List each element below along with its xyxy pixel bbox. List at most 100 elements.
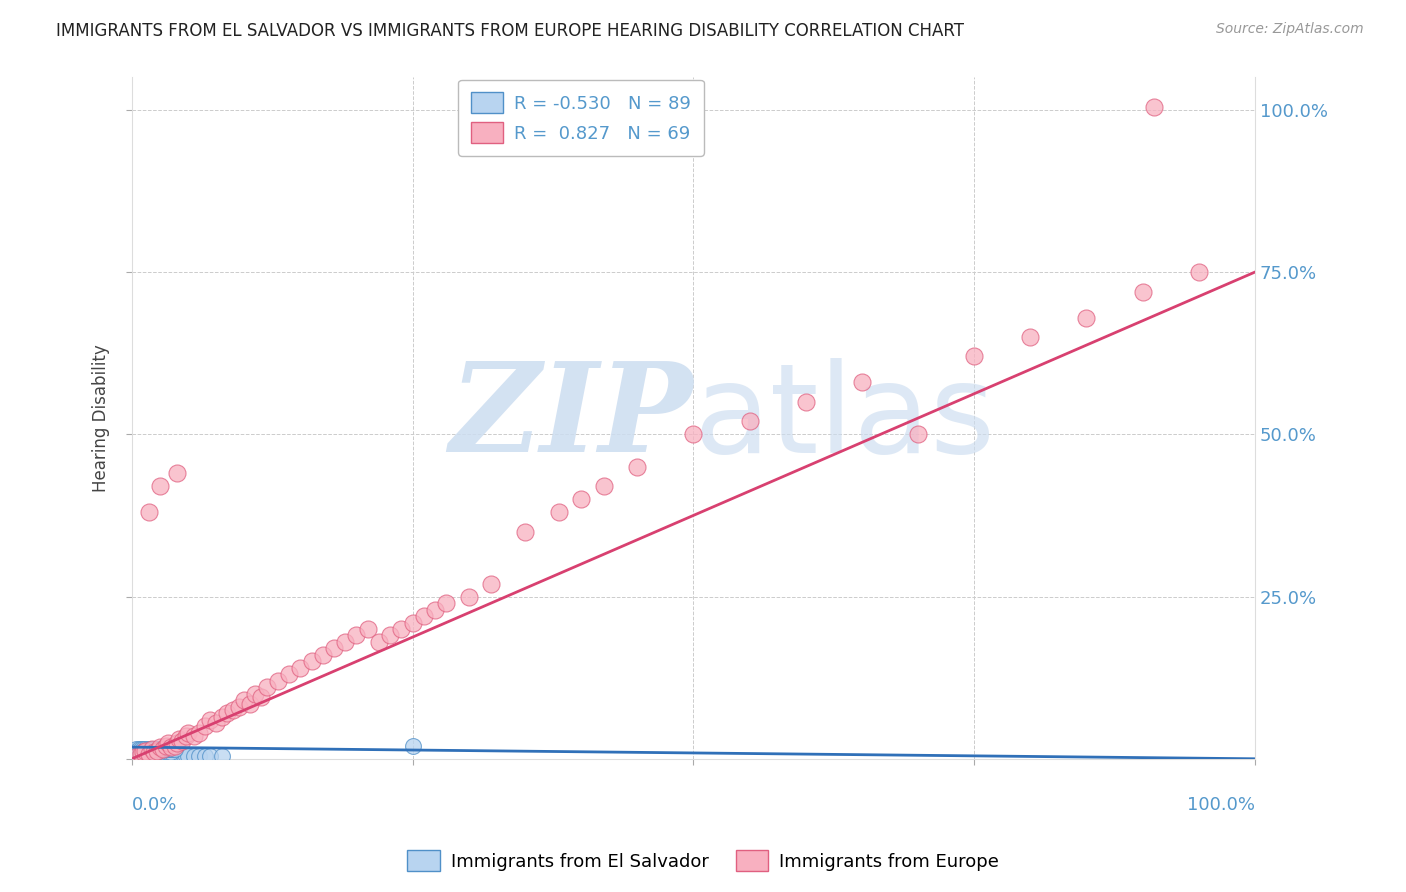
- Point: [146, 748, 169, 763]
- Point: [134, 748, 156, 763]
- Point: [412, 609, 434, 624]
- Point: [228, 699, 250, 714]
- Point: [138, 747, 160, 761]
- Point: [211, 709, 233, 723]
- Point: [167, 732, 190, 747]
- Point: [401, 739, 423, 753]
- Point: [150, 748, 173, 763]
- Point: [134, 742, 156, 756]
- Point: [142, 748, 165, 763]
- Point: [163, 739, 186, 753]
- Point: [290, 661, 312, 675]
- Point: [250, 690, 273, 705]
- Point: [513, 524, 536, 539]
- Point: [907, 427, 929, 442]
- Point: [156, 742, 179, 756]
- Point: [129, 742, 152, 756]
- Point: [155, 742, 177, 756]
- Point: [139, 748, 162, 763]
- Point: [122, 748, 145, 763]
- Point: [156, 748, 179, 763]
- Point: [963, 350, 986, 364]
- Point: [156, 745, 179, 759]
- Point: [423, 602, 446, 616]
- Point: [222, 703, 245, 717]
- Point: [143, 745, 166, 759]
- Point: [145, 744, 167, 758]
- Point: [256, 681, 278, 695]
- Point: [1019, 330, 1042, 344]
- Point: [149, 740, 172, 755]
- Point: [323, 641, 346, 656]
- Point: [457, 590, 479, 604]
- Point: [245, 687, 267, 701]
- Point: [132, 748, 155, 763]
- Point: [157, 745, 180, 759]
- Point: [122, 748, 145, 763]
- Point: [166, 467, 188, 481]
- Point: [152, 742, 174, 756]
- Point: [183, 729, 205, 743]
- Point: [155, 748, 177, 763]
- Point: [129, 747, 152, 761]
- Point: [368, 635, 391, 649]
- Point: [357, 622, 380, 636]
- Point: [132, 745, 155, 759]
- Point: [124, 745, 146, 759]
- Point: [160, 745, 183, 759]
- Point: [156, 748, 179, 763]
- Point: [162, 742, 184, 756]
- Point: [135, 745, 157, 759]
- Point: [166, 735, 188, 749]
- Point: [128, 745, 150, 759]
- Point: [134, 745, 156, 759]
- Point: [136, 748, 159, 763]
- Point: [217, 706, 239, 721]
- Point: [162, 748, 184, 763]
- Point: [146, 745, 169, 759]
- Point: [159, 742, 181, 756]
- Point: [145, 742, 167, 756]
- Point: [851, 376, 873, 390]
- Legend: R = -0.530   N = 89, R =  0.827   N = 69: R = -0.530 N = 89, R = 0.827 N = 69: [458, 79, 704, 156]
- Point: [150, 748, 173, 763]
- Point: [128, 748, 150, 763]
- Point: [143, 748, 166, 763]
- Point: [142, 745, 165, 759]
- Point: [155, 739, 177, 753]
- Point: [134, 748, 156, 763]
- Point: [166, 748, 188, 763]
- Text: atlas: atlas: [693, 358, 995, 479]
- Point: [148, 742, 170, 756]
- Point: [267, 673, 290, 688]
- Point: [160, 740, 183, 755]
- Point: [149, 479, 172, 493]
- Point: [153, 745, 176, 759]
- Point: [162, 748, 184, 763]
- Point: [378, 628, 401, 642]
- Point: [156, 735, 179, 749]
- Point: [138, 505, 160, 519]
- Point: [138, 748, 160, 763]
- Point: [152, 742, 174, 756]
- Point: [143, 742, 166, 756]
- Point: [124, 748, 146, 763]
- Point: [122, 745, 145, 759]
- Point: [183, 748, 205, 763]
- Point: [1188, 265, 1211, 279]
- Point: [1143, 100, 1166, 114]
- Text: IMMIGRANTS FROM EL SALVADOR VS IMMIGRANTS FROM EUROPE HEARING DISABILITY CORRELA: IMMIGRANTS FROM EL SALVADOR VS IMMIGRANT…: [56, 22, 965, 40]
- Point: [128, 748, 150, 763]
- Point: [173, 748, 195, 763]
- Point: [389, 622, 412, 636]
- Point: [153, 748, 176, 763]
- Point: [141, 748, 163, 763]
- Point: [1076, 310, 1098, 325]
- Point: [547, 505, 569, 519]
- Point: [131, 745, 153, 759]
- Point: [127, 748, 149, 763]
- Point: [141, 742, 163, 756]
- Point: [157, 748, 180, 763]
- Point: [139, 742, 162, 756]
- Point: [592, 479, 614, 493]
